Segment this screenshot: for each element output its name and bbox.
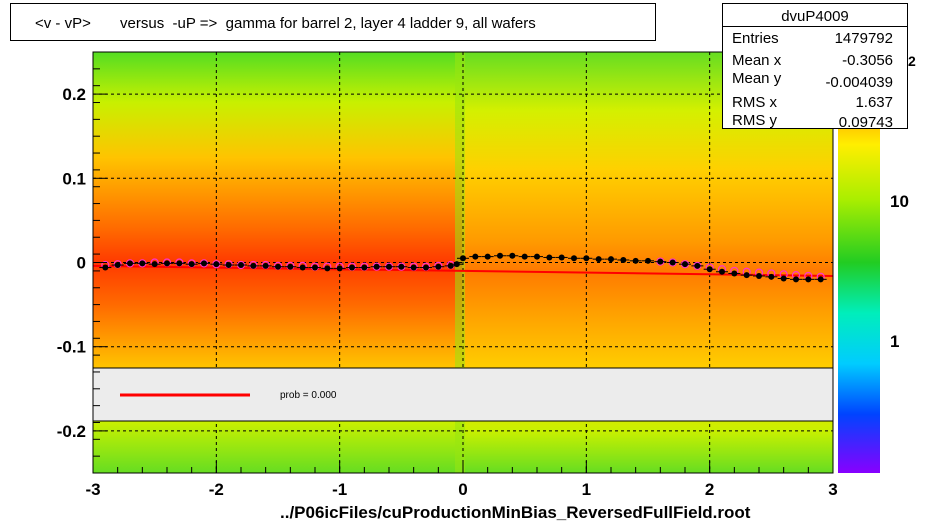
profile-black-point (151, 261, 158, 268)
stat-label-entries: Entries (732, 30, 779, 47)
profile-black-point (719, 268, 725, 275)
profile-black-point (127, 260, 133, 267)
profile-black-point (176, 260, 183, 267)
profile-black-point (398, 263, 405, 270)
stat-value-mean-x: -0.3056 (842, 52, 893, 69)
x-tick-label: 3 (828, 480, 837, 499)
profile-black (99, 252, 827, 283)
profile-black-point (731, 270, 738, 277)
x-tick-labels: -3 -2 -1 0 1 2 3 (85, 480, 837, 499)
stats-name: dvuP4009 (781, 8, 849, 25)
profile-black-point (669, 259, 676, 266)
profile-black-point (509, 252, 516, 259)
profile-black-point (756, 272, 762, 279)
profile-black-point (373, 263, 380, 270)
stat-label-mean-x: Mean x (732, 52, 782, 69)
profile-black-point (275, 263, 281, 270)
profile-black-point (262, 262, 269, 269)
profile-black-point (571, 255, 577, 262)
profile-black-point (287, 263, 294, 270)
profile-black-point (460, 255, 466, 262)
profile-black-point (472, 253, 479, 260)
x-tick-label: -1 (332, 480, 347, 499)
profile-black-point (583, 255, 590, 262)
profile-black-point (201, 260, 207, 267)
profile-black-point (238, 262, 244, 269)
profile-black-point (453, 261, 460, 268)
palette-tick-1: 1 (890, 332, 899, 351)
stat-value-mean-y: -0.004039 (825, 74, 893, 91)
profile-black-point (299, 264, 306, 271)
profile-black-point (324, 265, 331, 272)
profile-black-point (645, 257, 651, 264)
stat-label-mean-y: Mean y (732, 70, 782, 87)
legend-fit-label: prob = 0.000 (280, 390, 337, 401)
profile-black-point (410, 264, 417, 271)
profile-black-point (312, 264, 318, 271)
profile-black-point (521, 253, 528, 260)
profile-black-point (558, 254, 565, 261)
y-tick-label: 0.2 (62, 85, 86, 104)
x-axis-title: ../P06icFiles/cuProductionMinBias_Revers… (280, 503, 751, 522)
profile-black-point (102, 264, 109, 271)
palette-top-fragment: 2 (908, 53, 916, 69)
profile-black-point (805, 276, 812, 283)
profile-black-point (817, 276, 824, 283)
profile-black-point (225, 262, 232, 269)
profile-black-point (632, 257, 639, 264)
x-tick-label: 1 (582, 480, 591, 499)
title-box: <v - vP> versus -uP => gamma for barrel … (10, 3, 656, 41)
profile-black-point (534, 253, 540, 260)
profile-black-point (682, 261, 688, 268)
profile-black-point (349, 264, 355, 271)
stat-value-rms-y: 0.09743 (838, 114, 893, 131)
profile-black-point (164, 260, 170, 267)
profile-black-point (484, 253, 491, 260)
profile-black-point (423, 264, 429, 271)
profile-black-point (657, 258, 664, 265)
profile-black-point (546, 254, 553, 261)
profile-black-point (114, 262, 121, 269)
profile-black-point (188, 261, 195, 268)
x-tick-label: -2 (209, 480, 224, 499)
x-tick-label: -3 (85, 480, 100, 499)
profile-black-point (213, 261, 220, 268)
profile-black-point (336, 265, 343, 272)
y-tick-label: 0.1 (62, 169, 86, 188)
y-tick-label: -0.1 (57, 338, 86, 357)
profile-black-point (250, 262, 257, 269)
stat-value-entries: 1479792 (834, 30, 893, 47)
stat-value-rms-x: 1.637 (855, 94, 893, 111)
profile-black-point (743, 272, 750, 279)
profile-black-point (793, 276, 799, 283)
stat-label-rms-x: RMS x (732, 94, 777, 111)
y-tick-labels: 0.2 0.1 0 -0.1 -0.2 (57, 85, 86, 441)
y-tick-label: -0.2 (57, 422, 86, 441)
profile-black-point (435, 263, 442, 270)
axis-ticks (92, 51, 834, 474)
profile-black-point (706, 266, 713, 273)
chart-title: <v - vP> versus -uP => gamma for barrel … (35, 15, 536, 32)
stats-divider (723, 26, 907, 27)
profile-black-point (497, 252, 503, 259)
profile-black-point (386, 263, 392, 270)
palette-tick-10: 10 (890, 192, 909, 211)
stat-label-rms-y: RMS y (732, 112, 777, 129)
profile-black-point (768, 273, 775, 280)
profile-black-point (608, 256, 614, 263)
x-tick-label: 0 (458, 480, 467, 499)
profile-black-point (780, 275, 787, 282)
x-tick-label: 2 (705, 480, 714, 499)
profile-black-point (595, 256, 602, 263)
profile-black-point (694, 262, 701, 269)
profile-black-point (139, 260, 146, 267)
stats-box: dvuP4009 Entries 1479792 Mean x -0.3056 … (722, 3, 908, 131)
y-tick-label: 0 (77, 254, 86, 273)
profile-black-point (620, 256, 627, 263)
profile-black-point (361, 264, 368, 271)
